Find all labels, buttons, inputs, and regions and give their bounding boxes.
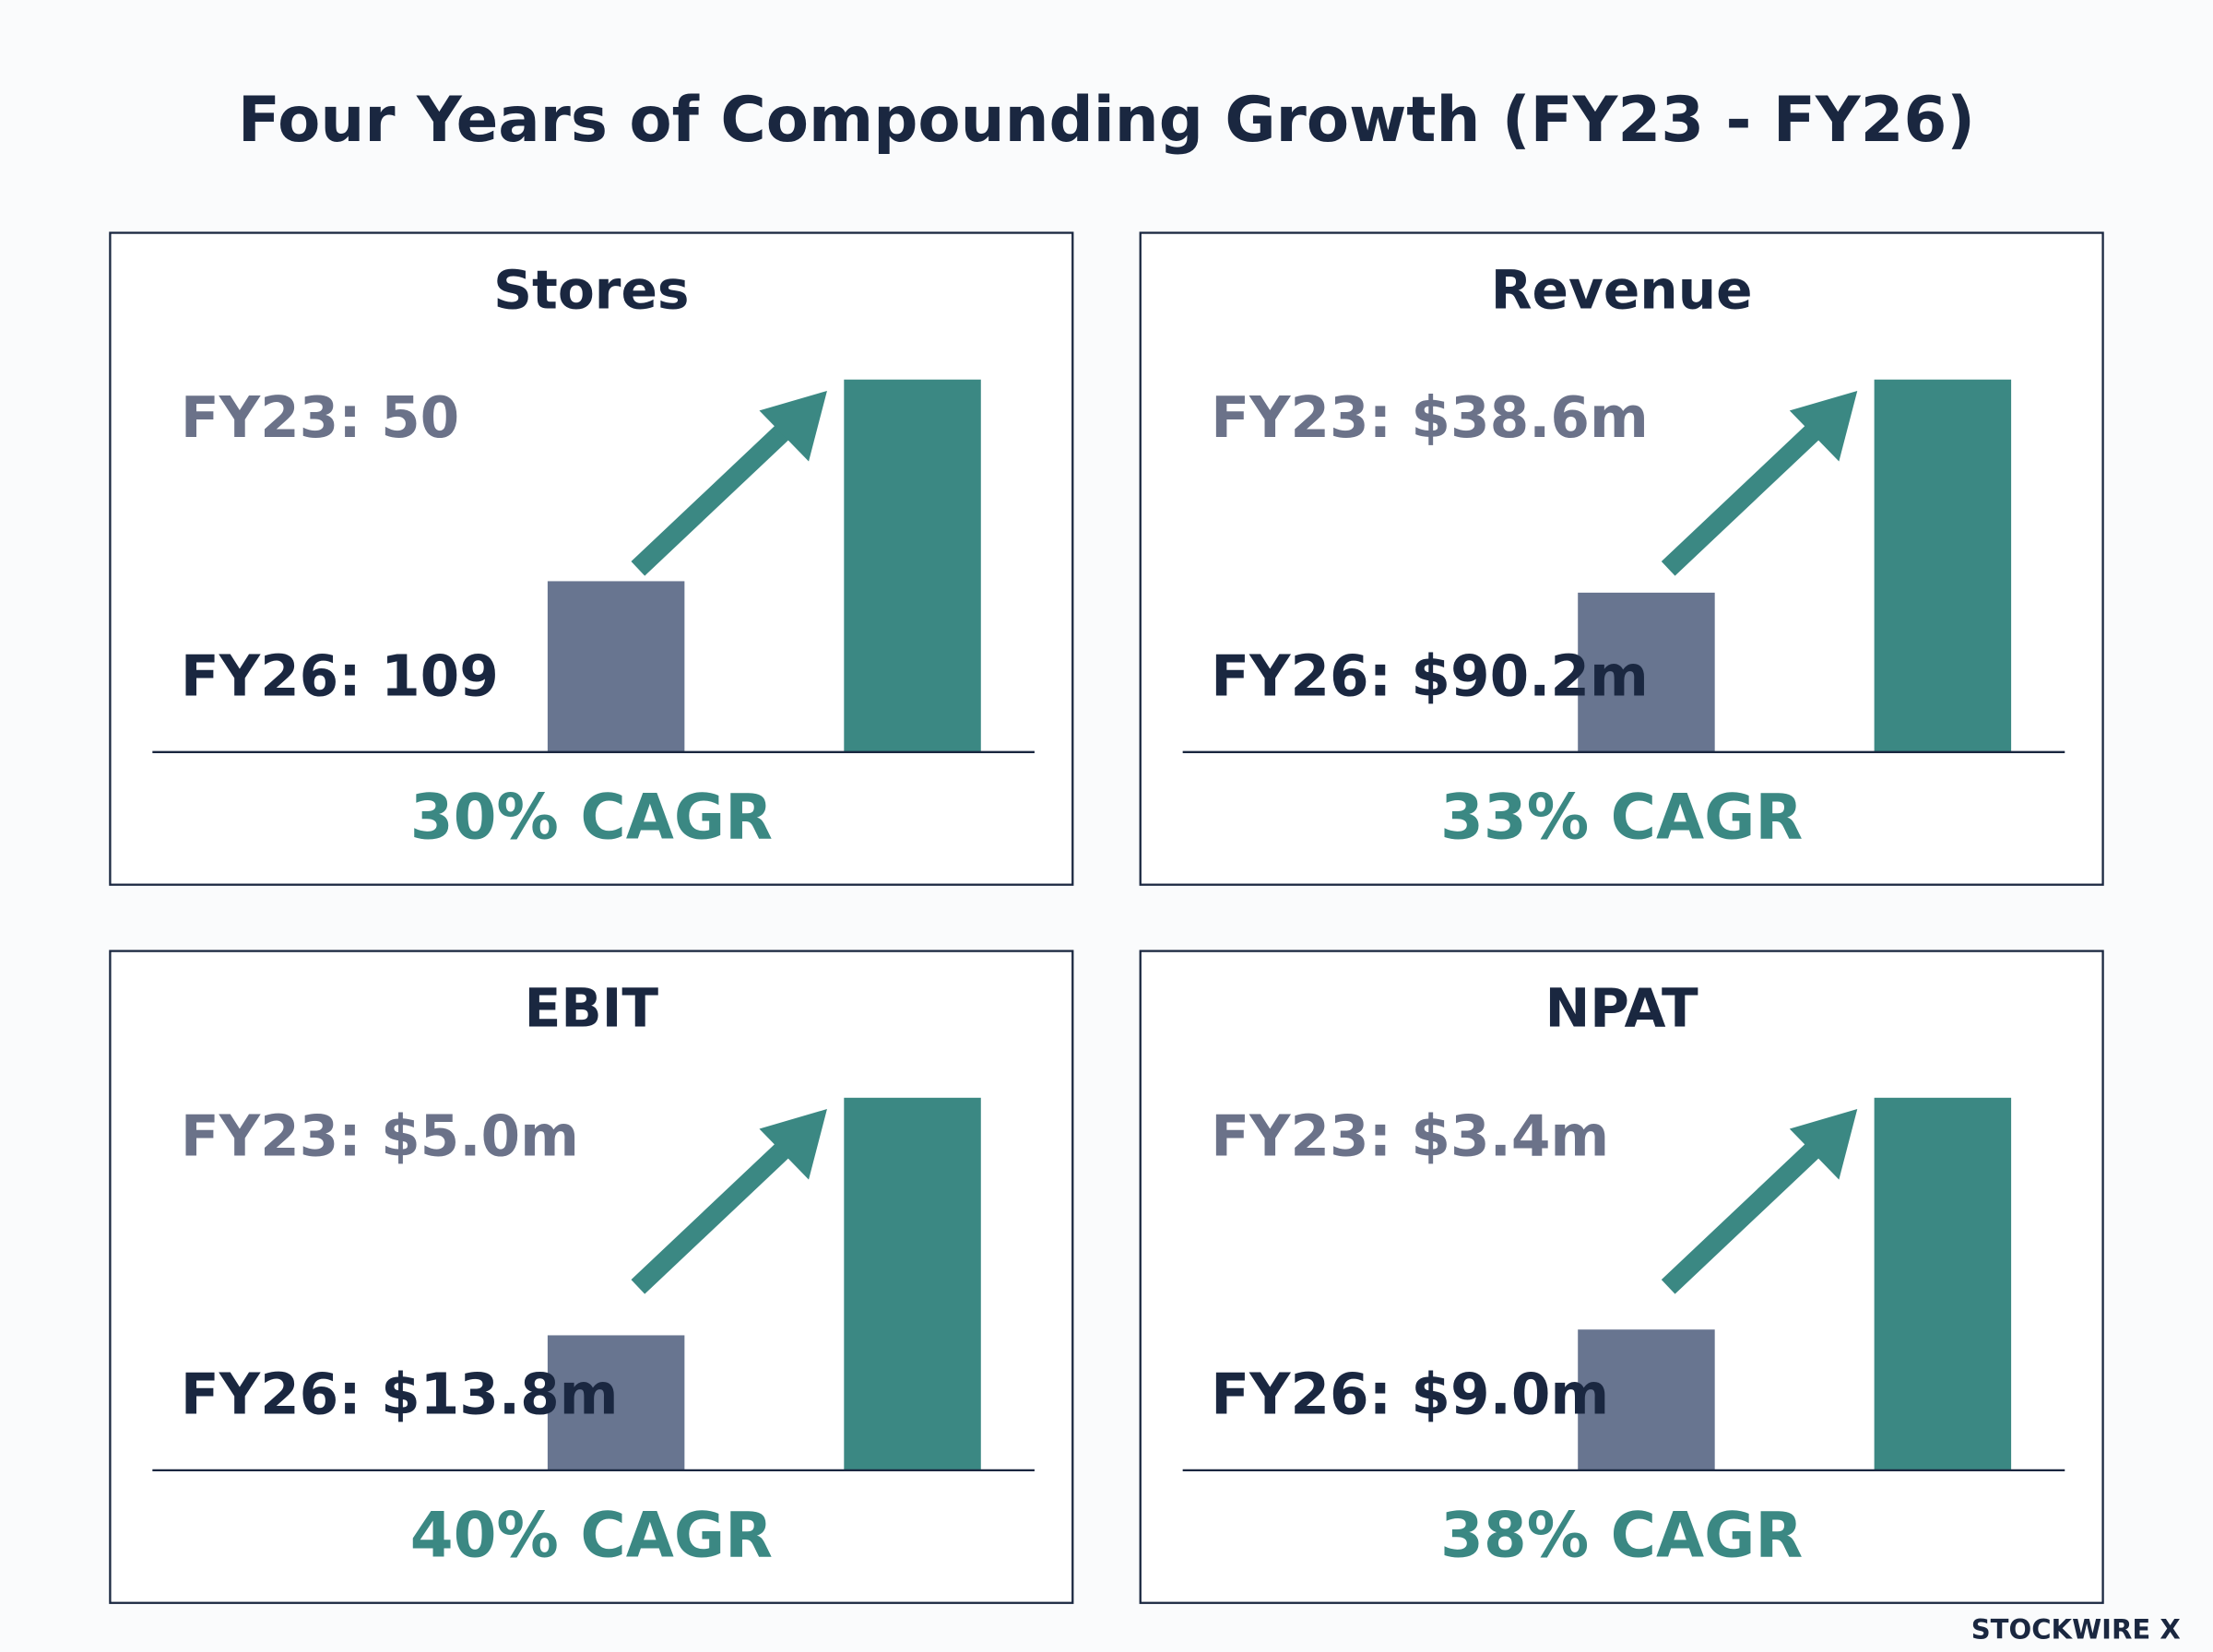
chart-panel: EBIT FY23: $5.0m FY26: $13.8m 40% CAGR <box>109 950 1074 1604</box>
growth-arrow-head <box>1789 1109 1858 1180</box>
panel-title: Revenue <box>1491 258 1753 321</box>
value-label: FY26: 109 <box>181 643 499 709</box>
value-label: FY26: $9.0m <box>1211 1362 1609 1427</box>
chart-panel: NPAT FY23: $3.4m FY26: $9.0m 38% CAGR <box>1139 950 2104 1604</box>
page-title: Four Years of Compounding Growth (FY23 -… <box>238 83 1975 156</box>
value-label: FY26: $13.8m <box>181 1362 619 1427</box>
value-label: FY23: $38.6m <box>1211 385 1649 451</box>
cagr-annotation: 38% CAGR <box>1440 1498 1803 1571</box>
bar <box>1874 379 2012 752</box>
panel-title: Stores <box>493 258 689 321</box>
bar <box>547 1335 685 1470</box>
growth-arrow-shaft <box>631 417 798 576</box>
cagr-annotation: 33% CAGR <box>1440 780 1803 853</box>
cagr-annotation: 40% CAGR <box>410 1498 773 1571</box>
growth-arrow-shaft <box>1661 417 1828 576</box>
bar <box>1874 1097 2012 1470</box>
chart-panel: Revenue FY23: $38.6m FY26: $90.2m 33% CAGR <box>1139 231 2104 886</box>
value-label: FY23: $5.0m <box>181 1103 579 1169</box>
chart-panel: Stores FY23: 50 FY26: 109 30% CAGR <box>109 231 1074 886</box>
growth-arrow-shaft <box>631 1135 798 1294</box>
growth-arrow-shaft <box>1661 1135 1828 1294</box>
growth-arrow-head <box>759 390 827 462</box>
cagr-annotation: 30% CAGR <box>410 780 773 853</box>
bar <box>844 379 981 752</box>
panel-title: EBIT <box>525 977 659 1040</box>
bar <box>1578 1329 1715 1470</box>
growth-arrow-head <box>1789 390 1858 462</box>
value-label: FY23: 50 <box>181 385 459 451</box>
growth-arrow-head <box>759 1109 827 1180</box>
brand: STOCKWIRE X <box>1971 1613 2181 1645</box>
panel-title: NPAT <box>1545 977 1698 1040</box>
value-label: FY23: $3.4m <box>1211 1103 1609 1169</box>
bar <box>547 581 685 752</box>
bar <box>844 1097 981 1470</box>
bar <box>1578 592 1715 752</box>
value-label: FY26: $90.2m <box>1211 643 1649 709</box>
